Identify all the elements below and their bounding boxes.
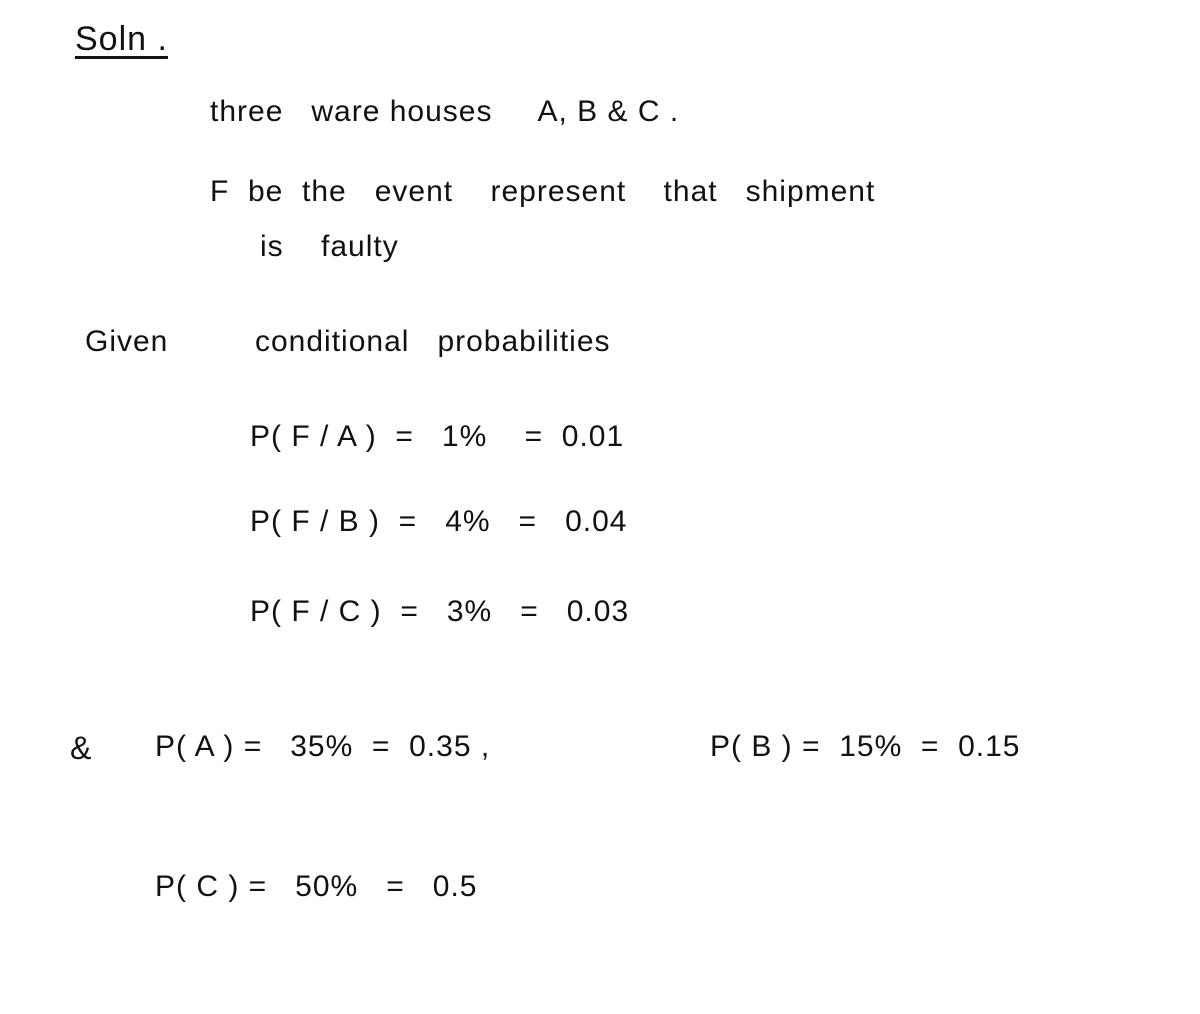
label-conditional: conditional probabilities bbox=[255, 325, 611, 359]
eq-p-f-given-b: P( F / B ) = 4% = 0.04 bbox=[250, 505, 627, 539]
label-given: Given bbox=[85, 325, 168, 359]
heading-soln: Soln . bbox=[75, 20, 168, 59]
line-faulty: is faulty bbox=[260, 230, 399, 264]
eq-p-c: P( C ) = 50% = 0.5 bbox=[155, 870, 477, 904]
line-f-event: F be the event represent that shipment bbox=[210, 175, 875, 209]
eq-p-b: P( B ) = 15% = 0.15 bbox=[710, 730, 1021, 764]
eq-p-f-given-c: P( F / C ) = 3% = 0.03 bbox=[250, 595, 629, 629]
ampersand-mark: & bbox=[70, 730, 92, 767]
handwritten-page: Soln . three ware houses A, B & C . F be… bbox=[0, 0, 1200, 1014]
eq-p-f-given-a: P( F / A ) = 1% = 0.01 bbox=[250, 420, 624, 454]
line-warehouses: three ware houses A, B & C . bbox=[210, 95, 679, 129]
eq-p-a: P( A ) = 35% = 0.35 , bbox=[155, 730, 490, 764]
